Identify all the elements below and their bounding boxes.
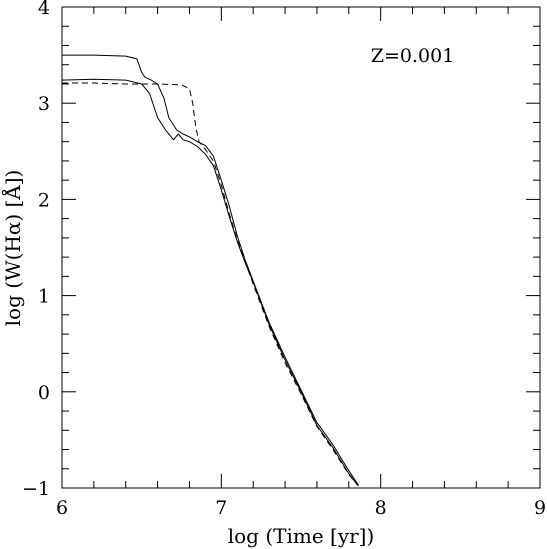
- y-tick-label: −1: [22, 478, 50, 500]
- y-tick-label: 1: [38, 286, 50, 308]
- tick-labels: 6 7 8 9 −1 0 1 2 3 4: [22, 0, 546, 519]
- y-tick-label: 3: [38, 93, 50, 115]
- series-layer: [61, 54, 359, 487]
- x-tick-label: 7: [215, 497, 227, 519]
- y-axis-label: log (W(Hα) [Å]): [0, 170, 25, 327]
- x-tick-label: 9: [534, 497, 546, 519]
- series-line-1-solid: [62, 54, 359, 486]
- series-line-2-solid: [61, 78, 359, 487]
- annotation-metallicity: Z=0.001: [371, 45, 455, 67]
- series-line-3-dashed: [62, 82, 359, 487]
- x-axis-label: log (Time [yr]): [228, 524, 375, 548]
- y-tick-label: 0: [38, 382, 50, 404]
- x-tick-label: 8: [375, 497, 387, 519]
- plot-frame: [61, 6, 541, 489]
- y-tick-label: 4: [38, 0, 50, 19]
- x-tick-label: 6: [56, 497, 68, 519]
- axis-ticks: [61, 6, 541, 489]
- y-tick-label: 2: [38, 189, 50, 211]
